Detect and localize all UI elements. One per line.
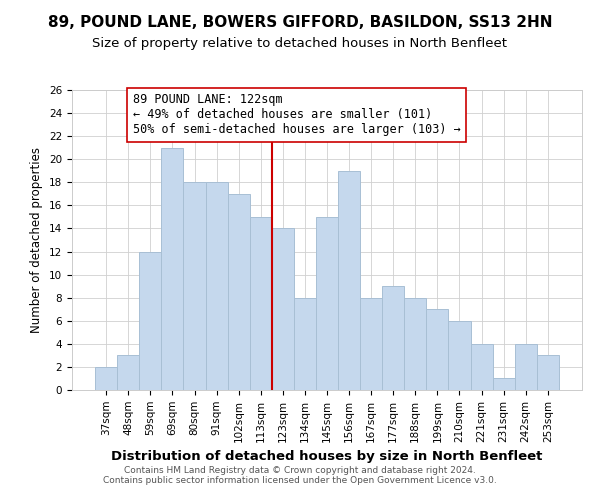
Text: 89 POUND LANE: 122sqm
← 49% of detached houses are smaller (101)
50% of semi-det: 89 POUND LANE: 122sqm ← 49% of detached … <box>133 94 460 136</box>
Text: 89, POUND LANE, BOWERS GIFFORD, BASILDON, SS13 2HN: 89, POUND LANE, BOWERS GIFFORD, BASILDON… <box>48 15 552 30</box>
Bar <box>316 217 338 390</box>
Bar <box>360 298 382 390</box>
Bar <box>184 182 206 390</box>
Text: Contains HM Land Registry data © Crown copyright and database right 2024.
Contai: Contains HM Land Registry data © Crown c… <box>103 466 497 485</box>
Bar <box>493 378 515 390</box>
Bar <box>338 171 360 390</box>
Bar <box>95 367 117 390</box>
Bar <box>448 321 470 390</box>
Bar <box>206 182 227 390</box>
Bar <box>382 286 404 390</box>
Bar <box>470 344 493 390</box>
Bar <box>227 194 250 390</box>
Bar <box>537 356 559 390</box>
Bar <box>161 148 184 390</box>
X-axis label: Distribution of detached houses by size in North Benfleet: Distribution of detached houses by size … <box>112 450 542 463</box>
Bar <box>294 298 316 390</box>
Bar <box>139 252 161 390</box>
Bar <box>117 356 139 390</box>
Bar <box>404 298 427 390</box>
Y-axis label: Number of detached properties: Number of detached properties <box>31 147 43 333</box>
Bar <box>272 228 294 390</box>
Bar <box>427 309 448 390</box>
Text: Size of property relative to detached houses in North Benfleet: Size of property relative to detached ho… <box>92 38 508 51</box>
Bar <box>250 217 272 390</box>
Bar <box>515 344 537 390</box>
